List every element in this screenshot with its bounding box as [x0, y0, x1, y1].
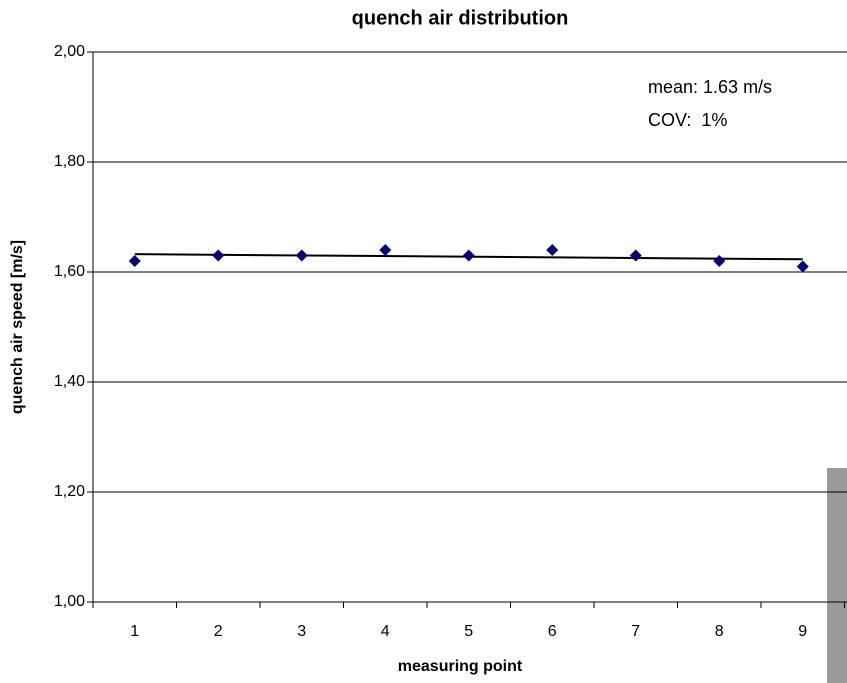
data-point: [379, 244, 392, 256]
data-point: [629, 249, 642, 262]
y-tick-label: 2,00: [54, 43, 85, 60]
data-point: [713, 255, 726, 267]
data-point: [462, 249, 475, 262]
y-tick-label: 1,00: [54, 593, 85, 610]
y-tick-label: 1,40: [54, 373, 85, 390]
data-point: [796, 260, 809, 273]
data-point: [128, 255, 141, 267]
data-point: [212, 249, 225, 262]
y-tick-label: 1,60: [54, 263, 85, 280]
x-tick-label: 8: [715, 623, 724, 640]
x-axis-label: measuring point: [398, 658, 523, 675]
x-tick-label: 7: [631, 623, 640, 640]
x-tick-label: 5: [464, 623, 473, 640]
y-tick-label: 1,20: [54, 483, 85, 500]
x-tick-label: 4: [381, 623, 390, 640]
annotation: mean: 1.63 m/s: [648, 77, 772, 97]
x-tick-label: 9: [798, 623, 807, 640]
x-tick-label: 6: [548, 623, 557, 640]
x-tick-label: 3: [297, 623, 306, 640]
data-point: [546, 244, 559, 256]
x-tick-label: 2: [214, 623, 223, 640]
y-axis-label: quench air speed [m/s]: [9, 240, 26, 414]
data-point: [295, 249, 308, 262]
x-tick-label: 1: [130, 623, 139, 640]
annotation: COV: 1%: [648, 110, 727, 130]
y-tick-label: 1,80: [54, 153, 85, 170]
chart-title: quench air distribution: [352, 7, 569, 29]
photo-fragment: [827, 468, 847, 683]
